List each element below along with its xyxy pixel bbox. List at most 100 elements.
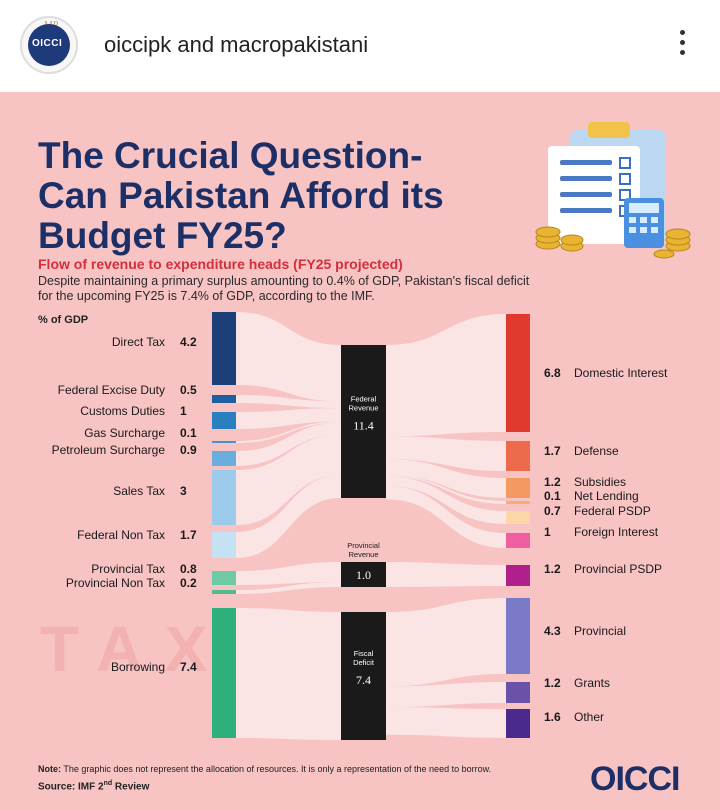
footnote: Note: The graphic does not represent the… <box>38 764 491 774</box>
clipboard-clip <box>588 122 630 138</box>
avatar-logo-circle <box>28 24 70 66</box>
source-node-petroleum-surcharge <box>212 451 236 466</box>
source-node-gas-surcharge <box>212 441 236 443</box>
source-value: 0.5 <box>180 383 197 397</box>
middle-node <box>341 612 386 740</box>
account-names[interactable]: oiccipk and macropakistani <box>104 32 369 57</box>
title-line: Budget FY25? <box>38 215 287 256</box>
source-value: 1 <box>180 404 187 418</box>
target-value: 1 <box>544 525 551 539</box>
flow-link <box>236 475 341 558</box>
source-node-federal-excise-duty <box>212 395 236 403</box>
post-image: TAX The Crucial Question- Can Pakistan A… <box>0 92 720 810</box>
source-value: 0.9 <box>180 443 197 457</box>
checklist-lines <box>560 160 612 213</box>
target-value: 0.1 <box>544 489 561 503</box>
target-node-domestic-interest <box>506 314 530 432</box>
target-value: 1.2 <box>544 562 561 576</box>
flow-link <box>386 562 506 587</box>
source-label: Direct Tax <box>111 335 165 349</box>
source-label: Federal Excise Duty <box>57 383 165 397</box>
target-value: 1.6 <box>544 710 561 724</box>
source-label: Provincial Non Tax <box>65 576 165 590</box>
target-label: Grants <box>574 676 611 690</box>
source-label: Federal Non Tax <box>77 528 165 542</box>
target-node-defense <box>506 441 530 471</box>
middle-node-label: Revenue <box>348 550 378 559</box>
title-line: Can Pakistan Afford its <box>38 175 444 216</box>
target-value: 0.7 <box>544 504 561 518</box>
target-value: 4.3 <box>544 624 561 638</box>
source-node-provincial-non-tax <box>212 590 236 594</box>
flow-link <box>386 476 506 524</box>
flow-link <box>236 312 341 402</box>
source-node-sales-tax <box>212 470 236 525</box>
page-title: The Crucial Question- Can Pakistan Affor… <box>38 136 444 256</box>
target-label: Domestic Interest <box>574 366 668 380</box>
flow-link <box>386 598 506 687</box>
subtitle: Flow of revenue to expenditure heads (FY… <box>38 256 403 272</box>
clipboard-illustration <box>535 122 691 259</box>
flow-link <box>386 682 506 708</box>
target-label: Provincial <box>574 624 627 638</box>
source-label: Petroleum Surcharge <box>51 443 165 457</box>
target-value: 1.2 <box>544 676 561 690</box>
target-node-net-lending <box>506 501 530 504</box>
target-value: 1.2 <box>544 475 561 489</box>
source-label: Customs Duties <box>80 404 165 418</box>
source-value: 0.2 <box>180 576 197 590</box>
middle-node-value: 1.0 <box>356 568 371 582</box>
flow-link <box>236 562 341 585</box>
middle-node <box>341 345 386 498</box>
target-node-federal-psdp <box>506 511 530 524</box>
target-node-subsidies <box>506 478 530 498</box>
flow-link <box>386 459 506 498</box>
post-header: MP OICCI oiccipk and macropakistani <box>0 0 720 92</box>
target-value: 6.8 <box>544 366 561 380</box>
avatar-logo-text: OICCI <box>32 38 63 49</box>
flow-link <box>386 475 506 504</box>
note-label: Note: <box>38 764 61 774</box>
title-line: The Crucial Question- <box>38 135 423 176</box>
source-sup: nd <box>103 780 113 787</box>
flow-link <box>236 608 341 740</box>
target-label: Foreign Interest <box>574 525 659 539</box>
flow-link <box>236 434 341 525</box>
source-value: 0.1 <box>180 426 197 440</box>
middle-node-label: Federal <box>351 395 377 404</box>
source-value: 4.2 <box>180 335 197 349</box>
oicci-logo: OICCI <box>590 760 680 798</box>
flow-link <box>236 421 341 443</box>
flow-link <box>236 395 341 409</box>
target-label: Defense <box>574 444 619 458</box>
more-vertical-icon[interactable] <box>676 30 688 64</box>
note-text: The graphic does not represent the alloc… <box>63 764 492 774</box>
source-value: 7.4 <box>180 660 197 674</box>
source-value: 0.8 <box>180 562 197 576</box>
avatar[interactable]: MP OICCI <box>20 16 78 74</box>
description: Despite maintaining a primary surplus am… <box>38 274 530 303</box>
source-suffix: Review <box>112 781 150 793</box>
sankey-chart: FederalRevenue11.4ProvincialRevenue1.0Fi… <box>212 312 530 740</box>
flow-link <box>386 707 506 738</box>
source: Source: IMF 2nd Review <box>38 780 149 792</box>
source-label: Sales Tax <box>113 484 165 498</box>
middle-node-value: 7.4 <box>356 673 371 687</box>
target-node-provincial <box>506 598 530 674</box>
unit-label: % of GDP <box>38 314 89 326</box>
flow-link <box>236 582 341 594</box>
middle-node-label: Deficit <box>353 658 375 667</box>
source-label: Provincial Tax <box>91 562 165 576</box>
target-label: Provincial PSDP <box>574 562 663 576</box>
coins-icon <box>535 226 691 259</box>
source-value: 3 <box>180 484 187 498</box>
source-node-direct-tax <box>212 312 236 385</box>
flow-link <box>386 436 506 471</box>
flow-link <box>236 422 341 466</box>
target-label: Subsidies <box>574 475 627 489</box>
source-node-borrowing <box>212 608 236 738</box>
target-label: Net Lending <box>574 489 639 503</box>
source-value: 1.7 <box>180 528 197 542</box>
middle-node-label: Fiscal <box>354 649 374 658</box>
flow-link <box>236 408 341 429</box>
